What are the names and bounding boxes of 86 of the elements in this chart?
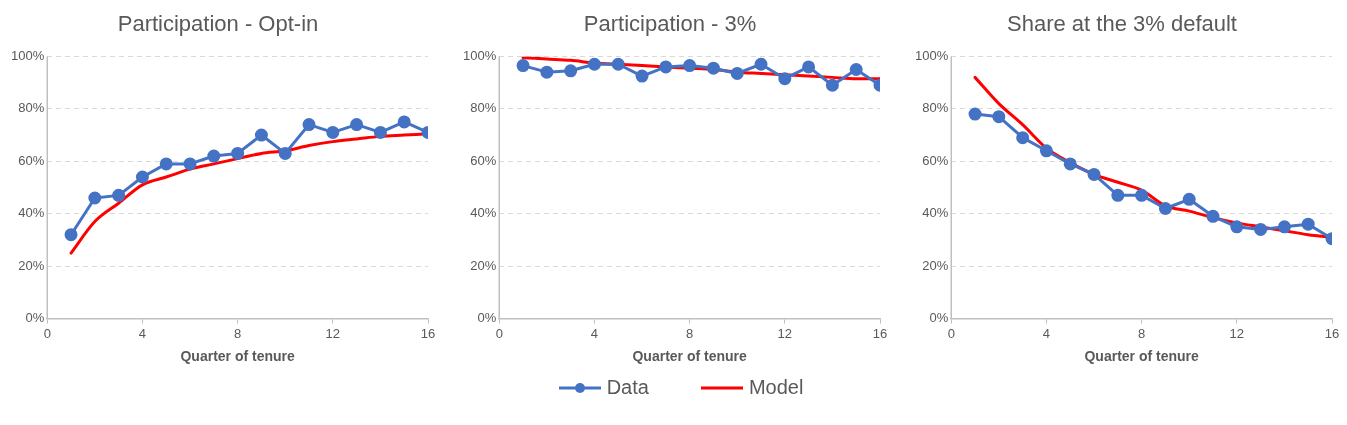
point bbox=[1111, 188, 1125, 202]
y-tick-label: 0% bbox=[929, 310, 949, 326]
x-tick-label: 16 bbox=[420, 325, 436, 341]
point bbox=[207, 149, 221, 163]
point bbox=[135, 170, 149, 184]
point bbox=[326, 125, 340, 139]
x-tick-label: 4 bbox=[138, 325, 147, 341]
point bbox=[64, 228, 78, 242]
point bbox=[778, 72, 792, 86]
x-tick-label: 0 bbox=[43, 325, 51, 341]
point bbox=[1301, 217, 1315, 231]
y-tick-label: 80% bbox=[922, 100, 949, 116]
x-tick-label: 12 bbox=[1229, 325, 1245, 341]
x-tick-label: 0 bbox=[947, 325, 955, 341]
point bbox=[825, 78, 839, 92]
point bbox=[1039, 144, 1053, 158]
y-tick-label: 100% bbox=[915, 47, 949, 63]
point bbox=[254, 128, 268, 142]
y-tick-label: 80% bbox=[470, 100, 497, 116]
legend-label: Data bbox=[606, 376, 649, 399]
point bbox=[1016, 131, 1030, 145]
x-tick-label: 4 bbox=[590, 325, 599, 341]
x-tick-label: 8 bbox=[686, 325, 694, 341]
point bbox=[159, 157, 173, 171]
point bbox=[540, 65, 554, 79]
point bbox=[849, 63, 863, 77]
point bbox=[992, 110, 1006, 124]
y-tick-label: 100% bbox=[11, 47, 45, 63]
point bbox=[968, 107, 982, 121]
x-tick-label: 8 bbox=[234, 325, 242, 341]
point bbox=[1230, 220, 1244, 234]
point bbox=[754, 57, 768, 71]
point bbox=[516, 59, 530, 73]
y-tick-label: 60% bbox=[922, 152, 949, 168]
point bbox=[1158, 201, 1172, 215]
point bbox=[1277, 220, 1291, 234]
x-tick-label: 16 bbox=[1324, 325, 1340, 341]
point bbox=[373, 125, 387, 139]
point bbox=[706, 61, 720, 75]
point bbox=[611, 57, 625, 71]
point bbox=[1206, 209, 1220, 223]
point bbox=[564, 64, 578, 78]
x-tick-label: 12 bbox=[777, 325, 793, 341]
y-tick-label: 80% bbox=[18, 100, 45, 116]
chart-title: Participation - Opt-in bbox=[117, 11, 319, 37]
point bbox=[231, 146, 245, 160]
legend-label: Model bbox=[748, 376, 804, 399]
y-tick-label: 20% bbox=[18, 257, 45, 273]
x-axis-title: Quarter of tenure bbox=[1084, 348, 1200, 365]
point bbox=[183, 157, 197, 171]
point bbox=[635, 69, 649, 83]
x-axis-title: Quarter of tenure bbox=[632, 348, 748, 365]
point bbox=[397, 115, 411, 129]
y-tick-label: 40% bbox=[18, 205, 45, 221]
x-tick-label: 4 bbox=[1042, 325, 1051, 341]
point bbox=[278, 146, 292, 160]
y-tick-label: 40% bbox=[922, 205, 949, 221]
x-tick-label: 8 bbox=[1138, 325, 1146, 341]
point bbox=[802, 60, 816, 74]
y-tick-label: 0% bbox=[25, 310, 45, 326]
y-tick-label: 60% bbox=[470, 152, 497, 168]
chart-title: Share at the 3% default bbox=[1007, 11, 1237, 37]
point bbox=[112, 188, 126, 202]
y-tick-label: 20% bbox=[922, 257, 949, 273]
point bbox=[1135, 188, 1149, 202]
x-tick-label: 0 bbox=[495, 325, 503, 341]
point bbox=[659, 60, 673, 74]
point bbox=[1087, 167, 1101, 181]
point bbox=[587, 57, 601, 71]
y-tick-label: 60% bbox=[18, 152, 45, 168]
y-tick-label: 0% bbox=[477, 310, 497, 326]
y-tick-label: 40% bbox=[470, 205, 497, 221]
x-tick-label: 16 bbox=[872, 325, 888, 341]
chart-title: Participation - 3% bbox=[583, 11, 757, 37]
point bbox=[88, 191, 102, 205]
y-tick-label: 100% bbox=[463, 47, 497, 63]
point bbox=[1063, 157, 1077, 171]
point bbox=[302, 118, 316, 132]
y-tick-label: 20% bbox=[470, 257, 497, 273]
point bbox=[1254, 222, 1268, 236]
point bbox=[350, 118, 364, 132]
point bbox=[1182, 192, 1196, 206]
point bbox=[683, 59, 697, 73]
x-tick-label: 12 bbox=[325, 325, 341, 341]
x-axis-title: Quarter of tenure bbox=[180, 348, 296, 365]
point bbox=[730, 66, 744, 80]
